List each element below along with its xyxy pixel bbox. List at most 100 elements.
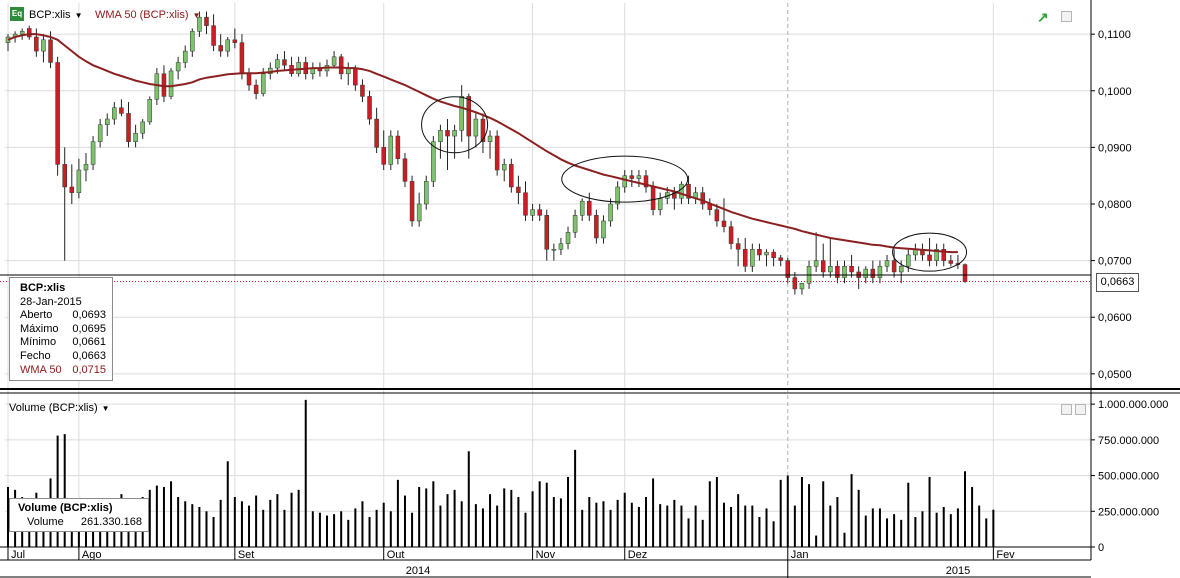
volume-bar (354, 508, 357, 547)
price-info-row: Mínimo 0,0661 (20, 336, 112, 350)
volume-bar (439, 505, 442, 547)
row-label: Volume (27, 515, 64, 528)
candle-body (509, 164, 514, 188)
candle-body (452, 130, 457, 137)
volume-bar (779, 479, 782, 547)
row-label: Aberto (20, 309, 53, 322)
volume-bar (297, 489, 300, 547)
indicator-selector[interactable]: WMA 50 (BCP:xlis) ▼ (95, 9, 200, 21)
price-tick-label: 0,1100 (1098, 29, 1131, 41)
volume-bar (333, 514, 336, 547)
indicator-label: WMA 50 (BCP:xlis) (95, 9, 189, 21)
candle-body (757, 249, 762, 256)
volume-bar (942, 507, 945, 547)
row-value: 0,0715 (72, 363, 106, 376)
candle-body (27, 28, 32, 38)
volume-bar (843, 532, 846, 547)
candle-body (849, 266, 854, 273)
candle-body (863, 268, 869, 278)
price-info-title: BCP:xlis (20, 282, 66, 294)
volume-bar (340, 511, 343, 547)
row-value: 0,0663 (72, 349, 106, 362)
candle-body (480, 118, 486, 142)
volume-bar (184, 501, 187, 547)
annotation-circles (421, 96, 968, 272)
volume-bar (992, 509, 995, 547)
volume-tick-label: 0 (1098, 542, 1104, 554)
candle-body (367, 96, 372, 120)
volume-bar (205, 511, 208, 547)
volume-bar (368, 517, 371, 547)
volume-bar (248, 505, 251, 547)
volume-bar (290, 492, 293, 547)
candle-body (750, 249, 755, 267)
candle-body (558, 243, 564, 250)
candle-body (168, 70, 174, 97)
month-tick-label: Set (238, 549, 255, 561)
annotation-circle (561, 155, 689, 203)
volume-bar (276, 494, 279, 547)
candle-body (133, 132, 138, 142)
volume-bar (347, 519, 350, 547)
candle-body (587, 200, 592, 216)
volume-bar (659, 504, 662, 547)
candle-body (799, 283, 805, 290)
candle-body (282, 59, 287, 66)
maximize-icon[interactable] (1075, 404, 1086, 415)
price-info-date: 28-Jan-2015 (20, 295, 82, 308)
candle-body (842, 266, 847, 278)
volume-bar (673, 499, 676, 547)
candle-body (891, 260, 897, 273)
candle-body (445, 130, 450, 137)
candle-body (140, 121, 145, 134)
volume-bar (375, 509, 378, 547)
candle-body (941, 249, 946, 261)
candle-body (636, 175, 642, 179)
candle-body (934, 249, 939, 261)
price-series-selector[interactable]: BCP:xlis ▼ (29, 9, 82, 21)
volume-bar (155, 485, 158, 547)
volume-bar (63, 434, 66, 547)
row-label: Mínimo (20, 336, 57, 349)
volume-bar (815, 535, 818, 547)
volume-bar (262, 509, 265, 547)
volume-bar (481, 508, 484, 547)
volume-tick-label: 1.000.000.000 (1098, 399, 1168, 411)
volume-bar (914, 517, 917, 547)
candle-body (785, 260, 791, 278)
volume-bar (645, 497, 647, 547)
volume-bar (304, 399, 307, 547)
volume-bar (503, 488, 506, 547)
volume-bar (56, 435, 59, 547)
year-label: 2015 (946, 565, 970, 577)
annotation-circle (892, 232, 968, 272)
volume-bar (559, 498, 562, 547)
candle-body (601, 220, 606, 239)
volume-bar (694, 505, 697, 547)
trend-up-icon[interactable]: ↗ (1037, 9, 1049, 25)
candle-body (76, 169, 82, 193)
candle-body (353, 67, 358, 86)
minimize-icon[interactable] (1061, 404, 1072, 415)
volume-bar (531, 491, 534, 547)
minimize-icon[interactable] (1061, 11, 1072, 22)
price-tick-label: 0,1000 (1098, 86, 1132, 98)
candle-body (459, 96, 464, 131)
candle-body (721, 220, 727, 227)
candle-body (877, 266, 883, 278)
volume-bar (403, 495, 406, 547)
candle-body (395, 135, 401, 159)
volume-bar (786, 475, 789, 547)
volume-bar (886, 518, 889, 547)
candle-body (771, 251, 776, 259)
candle-body (962, 264, 968, 282)
volume-bar (162, 487, 165, 547)
volume-series-selector[interactable]: Volume (BCP:xlis) ▼ (9, 402, 110, 414)
candle-body (594, 215, 599, 239)
volume-bar (630, 502, 633, 547)
volume-bar (474, 504, 477, 547)
candle-body (870, 268, 876, 278)
candle-body (338, 56, 344, 75)
volume-bar (283, 509, 286, 547)
